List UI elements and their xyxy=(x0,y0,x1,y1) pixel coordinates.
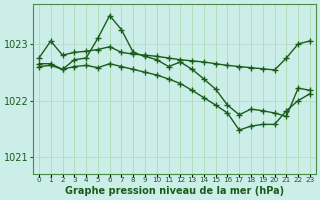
X-axis label: Graphe pression niveau de la mer (hPa): Graphe pression niveau de la mer (hPa) xyxy=(65,186,284,196)
